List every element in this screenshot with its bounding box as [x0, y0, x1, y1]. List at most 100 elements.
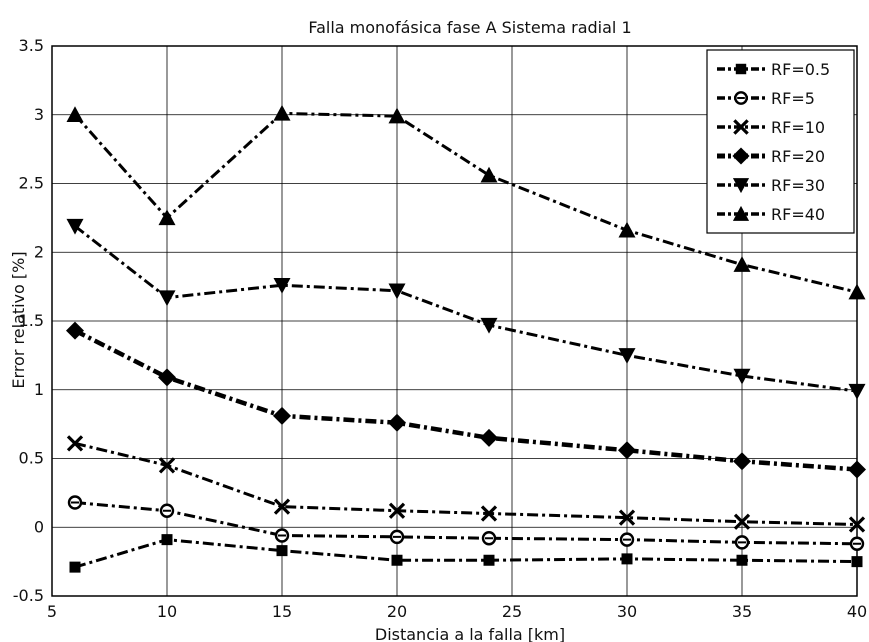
data-point	[159, 503, 175, 518]
legend-entry: RF=40	[717, 205, 825, 224]
legend-label: RF=40	[771, 205, 825, 224]
data-point	[733, 256, 751, 272]
legend-marker	[733, 119, 749, 135]
x-tick-label: 20	[387, 602, 407, 621]
y-tick-label: 1	[34, 380, 44, 399]
data-point	[273, 498, 291, 515]
y-tick-label: -0.5	[13, 586, 44, 605]
legend-entry: RF=30	[717, 176, 825, 195]
legend-label: RF=20	[771, 147, 825, 166]
x-axis-label: Distancia a la falla [km]	[375, 625, 565, 642]
legend-box	[706, 49, 855, 234]
data-point	[274, 528, 290, 543]
data-point	[480, 428, 498, 447]
data-point	[276, 545, 288, 557]
data-point	[733, 368, 751, 385]
series-lines	[66, 104, 866, 573]
data-point	[483, 554, 495, 566]
x-tick-label: 25	[502, 602, 522, 621]
legend-entry: RF=5	[717, 89, 815, 108]
data-point	[618, 348, 636, 364]
data-point	[158, 209, 176, 226]
data-point	[158, 457, 176, 474]
data-point	[851, 556, 863, 568]
data-point	[67, 495, 83, 510]
series-RF=20	[66, 321, 866, 479]
series-RF=40	[66, 104, 866, 300]
legend-marker	[732, 178, 750, 194]
legend-entry: RF=10	[717, 118, 825, 137]
data-point	[273, 104, 291, 121]
data-point	[389, 529, 405, 545]
data-point	[66, 106, 84, 122]
legend-marker	[735, 63, 747, 75]
legend-marker	[734, 91, 748, 105]
data-point	[621, 553, 633, 565]
y-tick-label: 0.5	[19, 449, 44, 468]
x-tick-label: 35	[732, 602, 752, 621]
data-point	[273, 278, 291, 294]
plot-frame	[51, 45, 858, 597]
x-tick-label: 40	[847, 602, 867, 621]
data-point	[618, 221, 636, 238]
x-tick-label: 15	[272, 602, 292, 621]
y-tick-label: 3.5	[19, 36, 44, 55]
legend-marker	[732, 147, 750, 165]
data-point	[619, 532, 635, 547]
data-point	[736, 554, 748, 566]
data-point	[158, 368, 176, 387]
data-point	[480, 166, 498, 183]
series-line	[74, 501, 858, 546]
data-point	[848, 516, 866, 533]
data-point	[66, 435, 84, 452]
data-point	[849, 536, 865, 551]
y-axis-label: Error relativo [%]	[9, 251, 28, 388]
data-point	[734, 535, 750, 550]
y-tick-label: 2.5	[19, 174, 44, 193]
data-point	[848, 383, 866, 400]
data-point	[158, 290, 176, 307]
data-point	[618, 441, 636, 460]
data-point	[733, 452, 751, 471]
tick-labels: 5 10 15 20 25 30 35 40 -0.5 0 0.5 1 1.5 2 2.5 3 3.5	[13, 36, 867, 621]
data-point	[388, 413, 406, 432]
chart-title: Falla monofásica fase A Sistema radial 1	[308, 18, 631, 37]
series-RF=5	[67, 495, 865, 551]
series-RF=30	[66, 218, 866, 400]
x-tick-label: 30	[617, 602, 637, 621]
series-line	[73, 328, 858, 472]
series-line	[74, 538, 858, 569]
series-RF=0.5	[69, 534, 863, 573]
data-point	[618, 509, 636, 526]
series-line	[73, 111, 858, 294]
series-RF=10	[66, 435, 866, 533]
data-point	[69, 561, 81, 573]
y-tick-label: 0	[34, 517, 44, 536]
data-point	[480, 505, 498, 522]
y-tick-label: 1.5	[19, 311, 44, 330]
data-point	[273, 406, 291, 425]
data-point	[66, 218, 84, 235]
data-point	[161, 534, 173, 546]
x-tick-label: 5	[47, 602, 57, 621]
legend-entry: RF=20	[717, 147, 825, 166]
x-tick-label: 10	[157, 602, 177, 621]
legend-label: RF=0.5	[771, 60, 830, 79]
y-tick-label: 3	[34, 105, 44, 124]
data-point	[848, 460, 866, 479]
legend-entry: RF=0.5	[717, 60, 830, 79]
data-point	[733, 513, 751, 530]
data-point	[480, 317, 498, 334]
legend-marker	[732, 205, 750, 221]
data-point	[66, 321, 84, 340]
data-point	[388, 283, 406, 300]
data-point	[391, 554, 403, 566]
data-point	[481, 531, 497, 546]
data-point	[388, 107, 406, 124]
legend-label: RF=5	[771, 89, 815, 108]
series-line	[74, 441, 858, 526]
series-line	[74, 224, 858, 393]
legend-label: RF=10	[771, 118, 825, 137]
data-point	[388, 502, 406, 519]
